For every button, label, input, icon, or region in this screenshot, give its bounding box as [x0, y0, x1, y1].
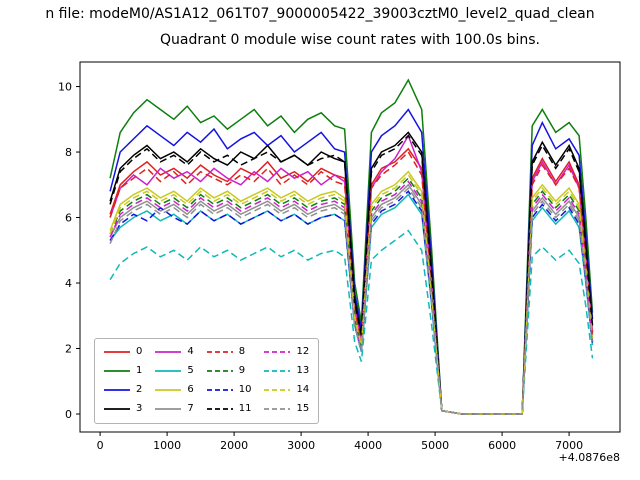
legend-line-sample: [264, 389, 291, 391]
legend-item-label: 11: [238, 403, 252, 414]
legend-item-13: 13: [264, 363, 309, 379]
legend-column-0: 0 1 2 3: [104, 344, 142, 417]
figure-suptitle: n file: modeM0/AS1A12_061T07_9000005422_…: [45, 6, 595, 22]
legend-item-label: 2: [136, 384, 143, 395]
legend-line-sample: [155, 351, 182, 353]
x-tick-label-3000: 3000: [287, 439, 315, 452]
legend-item-label: 12: [296, 346, 310, 357]
legend-item-15: 15: [264, 401, 309, 417]
legend-item-label: 6: [187, 384, 194, 395]
legend-item-12: 12: [264, 344, 309, 360]
x-tick-label-7000: 7000: [555, 439, 583, 452]
y-tick-label-2: 2: [65, 343, 72, 356]
legend-item-11: 11: [206, 401, 252, 417]
legend-item-label: 15: [296, 403, 310, 414]
legend-item-label: 4: [187, 346, 194, 357]
legend-line-sample: [104, 389, 130, 391]
legend-item-14: 14: [264, 382, 309, 398]
legend-line-sample: [155, 370, 182, 372]
axes-frame: [79, 61, 621, 433]
series-line-11: [109, 134, 594, 415]
legend-item-10: 10: [206, 382, 252, 398]
legend-item-4: 4: [155, 344, 194, 360]
legend-item-label: 14: [296, 384, 310, 395]
legend-item-0: 0: [104, 344, 142, 360]
legend-item-label: 9: [238, 365, 246, 376]
legend-line-sample: [206, 408, 233, 410]
legend-column-1: 4 5 6 7: [155, 344, 194, 417]
legend-line-sample: [104, 351, 130, 353]
legend-column-3: 12 13 14 15: [264, 344, 309, 417]
y-tick-label-4: 4: [65, 277, 72, 290]
legend-item-7: 7: [155, 401, 194, 417]
y-tick-label-8: 8: [65, 146, 72, 159]
x-tick-label-6000: 6000: [488, 439, 516, 452]
legend-line-sample: [206, 351, 233, 353]
legend-item-label: 3: [136, 403, 143, 414]
x-tick-label-4000: 4000: [354, 439, 382, 452]
legend-line-sample: [264, 408, 291, 410]
series-line-13: [109, 229, 594, 415]
legend-line-sample: [206, 389, 233, 391]
x-tick-label-0: 0: [97, 439, 104, 452]
legend-item-label: 1: [136, 365, 143, 376]
legend-line-sample: [206, 370, 233, 372]
x-tick-label-2000: 2000: [220, 439, 248, 452]
legend-item-label: 7: [187, 403, 194, 414]
y-tick-label-10: 10: [58, 81, 72, 94]
legend-column-2: 8 9 10 11: [206, 344, 252, 417]
legend-item-9: 9: [206, 363, 252, 379]
legend-item-label: 13: [296, 365, 310, 376]
legend-item-8: 8: [206, 344, 252, 360]
legend-item-1: 1: [104, 363, 142, 379]
axes-title: Quadrant 0 module wise count rates with …: [160, 32, 540, 48]
x-axis-offset-label: +4.0876e8: [558, 451, 620, 464]
legend-item-2: 2: [104, 382, 142, 398]
legend-line-sample: [264, 370, 291, 372]
legend-item-6: 6: [155, 382, 194, 398]
x-tick-label-1000: 1000: [153, 439, 181, 452]
legend-line-sample: [155, 408, 182, 410]
y-tick-label-0: 0: [65, 408, 72, 421]
legend-item-label: 8: [238, 346, 246, 357]
series-line-15: [109, 186, 594, 415]
legend: 0 1 2 3 4 5 6 7 8 9 10 11 12 13 14 15: [94, 338, 320, 424]
legend-line-sample: [104, 408, 130, 410]
legend-item-5: 5: [155, 363, 194, 379]
legend-line-sample: [264, 351, 291, 353]
legend-line-sample: [155, 389, 182, 391]
legend-item-label: 0: [136, 346, 143, 357]
legend-item-label: 10: [238, 384, 252, 395]
y-tick-label-6: 6: [65, 212, 72, 225]
x-tick-label-5000: 5000: [421, 439, 449, 452]
legend-line-sample: [104, 370, 130, 372]
legend-item-3: 3: [104, 401, 142, 417]
legend-item-label: 5: [187, 365, 194, 376]
